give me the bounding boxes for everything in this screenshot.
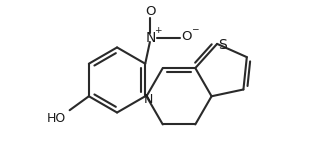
Text: HO: HO xyxy=(47,112,66,125)
Text: N: N xyxy=(144,93,153,106)
Text: O: O xyxy=(145,5,156,18)
Text: S: S xyxy=(218,38,227,52)
Text: −: − xyxy=(191,24,199,33)
Text: O: O xyxy=(181,30,192,43)
Text: +: + xyxy=(154,26,162,35)
Text: N: N xyxy=(145,31,156,45)
